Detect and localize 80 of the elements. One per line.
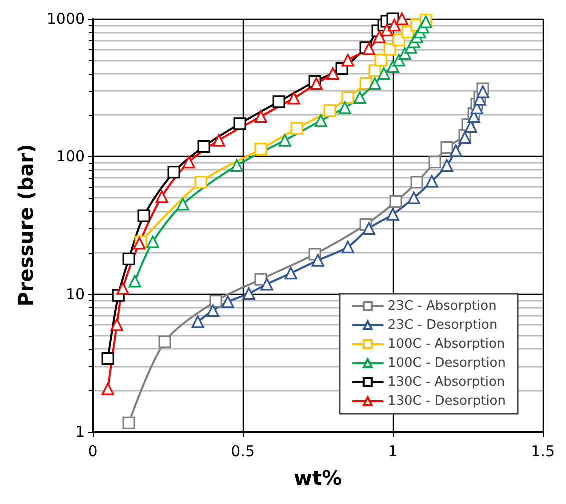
legend-label: 23C - Desorption — [388, 318, 498, 333]
point — [242, 287, 256, 300]
point — [362, 222, 376, 235]
point — [384, 43, 396, 56]
point — [110, 318, 124, 332]
point — [386, 60, 400, 74]
point — [234, 118, 246, 130]
point — [378, 67, 390, 80]
point — [254, 110, 268, 124]
point — [388, 19, 401, 32]
point — [426, 175, 438, 188]
point — [102, 382, 114, 396]
point — [288, 92, 300, 105]
legend-label: 130C - Absorption — [388, 375, 506, 390]
point — [122, 416, 136, 430]
point — [206, 304, 220, 318]
x-tick-label: 1 — [388, 442, 398, 460]
point — [410, 176, 424, 189]
point — [102, 352, 114, 366]
point — [260, 278, 274, 291]
legend-label: 130C - Desorption — [388, 394, 506, 409]
point — [342, 240, 354, 254]
point — [222, 296, 234, 308]
point — [138, 210, 150, 222]
point — [198, 140, 210, 154]
point — [396, 12, 408, 26]
point — [408, 192, 420, 204]
point — [146, 236, 160, 248]
y-tick-label: 100 — [56, 148, 86, 166]
point — [324, 104, 336, 118]
point — [342, 54, 354, 67]
point — [230, 159, 244, 172]
point — [476, 86, 490, 98]
point — [338, 102, 352, 114]
legend-label: 100C - Desorption — [388, 356, 506, 371]
x-tick-label: 0 — [88, 442, 98, 460]
point — [116, 282, 130, 295]
point — [390, 196, 402, 208]
point — [312, 254, 324, 267]
x-axis-title: wt% — [294, 466, 342, 490]
point — [380, 24, 394, 36]
point — [156, 190, 168, 204]
point — [440, 159, 454, 172]
point — [342, 91, 354, 104]
point — [210, 295, 222, 308]
point — [182, 156, 196, 169]
point — [374, 54, 388, 67]
point — [368, 78, 382, 90]
point — [386, 208, 400, 221]
point — [128, 275, 142, 288]
point — [254, 143, 268, 156]
y-axis-title: Pressure (bar) — [14, 144, 38, 307]
point — [373, 30, 386, 44]
legend-label: 100C - Absorption — [388, 337, 506, 352]
y-tick-label: 10 — [66, 285, 86, 304]
x-tick-label: 1.5 — [531, 442, 555, 460]
point — [168, 166, 180, 179]
point — [192, 316, 204, 328]
point — [122, 252, 136, 266]
point — [362, 42, 376, 56]
y-tick-label: 1000 — [46, 10, 86, 28]
point — [354, 91, 366, 104]
point — [458, 132, 472, 144]
point — [158, 336, 172, 348]
point — [440, 141, 454, 154]
point — [194, 176, 208, 189]
point — [284, 267, 298, 280]
legend-label: 23C - Absorption — [388, 299, 497, 314]
point — [428, 156, 442, 169]
point — [450, 144, 462, 158]
point — [212, 134, 226, 147]
x-tick-label: 0.5 — [231, 442, 256, 460]
point — [290, 122, 304, 135]
point — [310, 78, 323, 90]
point — [278, 134, 292, 147]
y-tick-label: 1 — [76, 423, 86, 441]
point — [326, 67, 340, 80]
point — [176, 198, 190, 211]
point — [314, 114, 328, 128]
point — [272, 96, 286, 108]
